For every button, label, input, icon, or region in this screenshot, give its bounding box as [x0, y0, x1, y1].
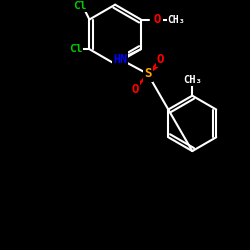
Text: Cl: Cl: [69, 44, 82, 54]
Text: O: O: [157, 52, 164, 66]
Text: HN: HN: [113, 52, 127, 66]
Text: CH₃: CH₃: [168, 14, 185, 24]
Text: CH₃: CH₃: [183, 75, 202, 85]
Text: Cl: Cl: [73, 1, 86, 11]
Text: O: O: [131, 83, 139, 96]
Text: S: S: [144, 68, 152, 80]
Text: O: O: [154, 13, 162, 26]
